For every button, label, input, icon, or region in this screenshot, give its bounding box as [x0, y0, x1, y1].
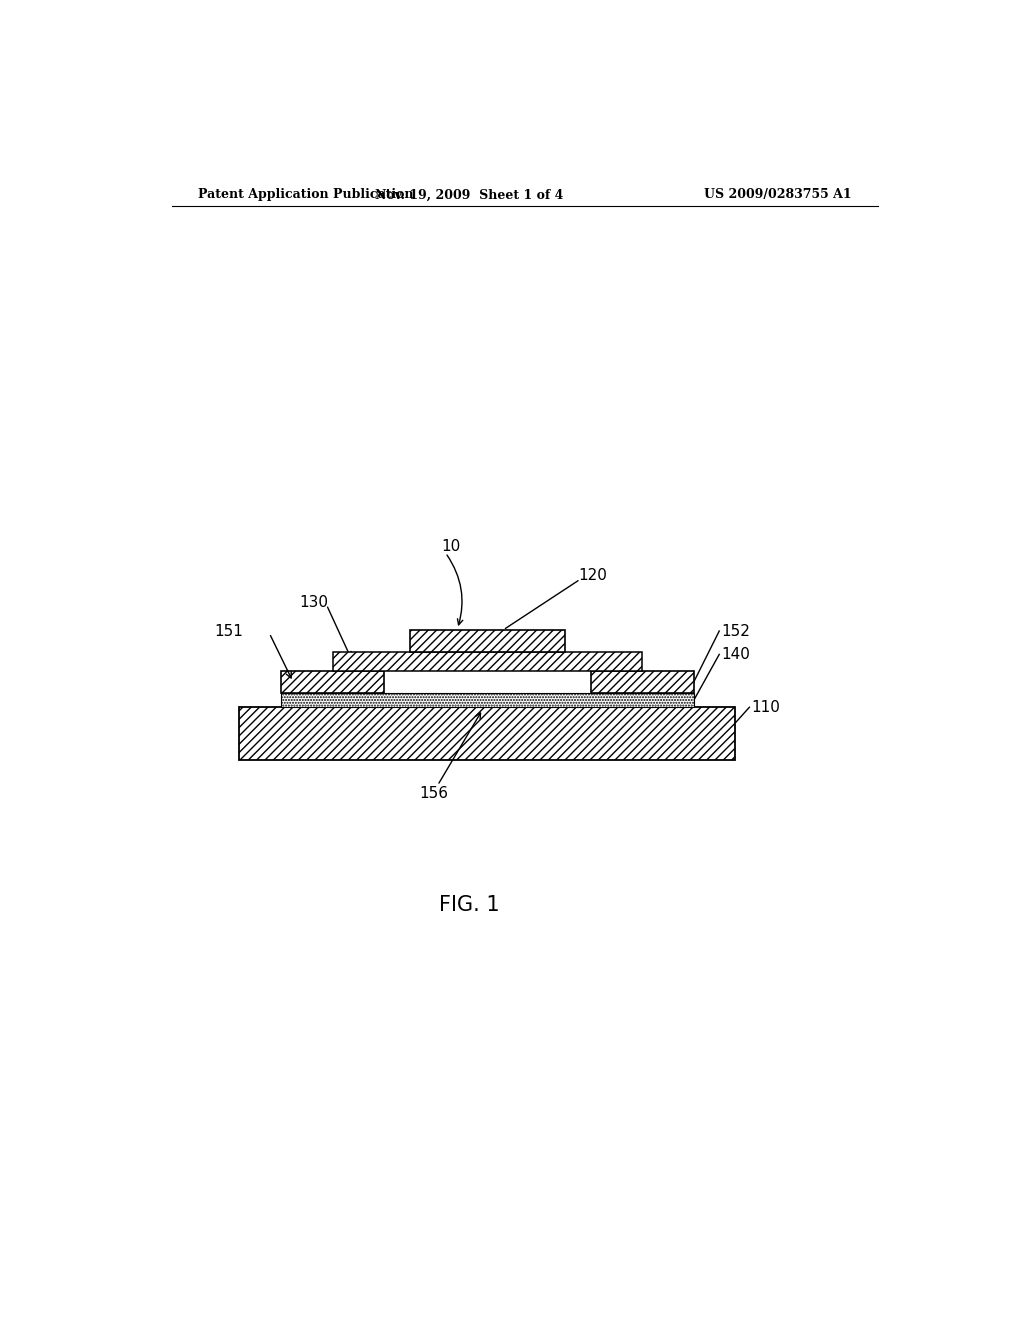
- Text: US 2009/0283755 A1: US 2009/0283755 A1: [705, 189, 852, 202]
- Text: 10: 10: [441, 539, 461, 554]
- Text: 152: 152: [721, 623, 750, 639]
- Text: 120: 120: [579, 568, 607, 582]
- Bar: [240, 708, 735, 760]
- Bar: [591, 671, 694, 693]
- Text: FIG. 1: FIG. 1: [439, 895, 500, 916]
- Text: 140: 140: [721, 647, 750, 661]
- Bar: [282, 671, 384, 693]
- Text: 151: 151: [214, 623, 243, 639]
- Text: Nov. 19, 2009  Sheet 1 of 4: Nov. 19, 2009 Sheet 1 of 4: [375, 189, 563, 202]
- Bar: [333, 652, 642, 671]
- Text: 110: 110: [751, 700, 780, 714]
- Text: Patent Application Publication: Patent Application Publication: [198, 189, 414, 202]
- Text: 156: 156: [419, 787, 449, 801]
- Text: 130: 130: [299, 595, 328, 610]
- Bar: [282, 693, 694, 708]
- Bar: [410, 630, 565, 652]
